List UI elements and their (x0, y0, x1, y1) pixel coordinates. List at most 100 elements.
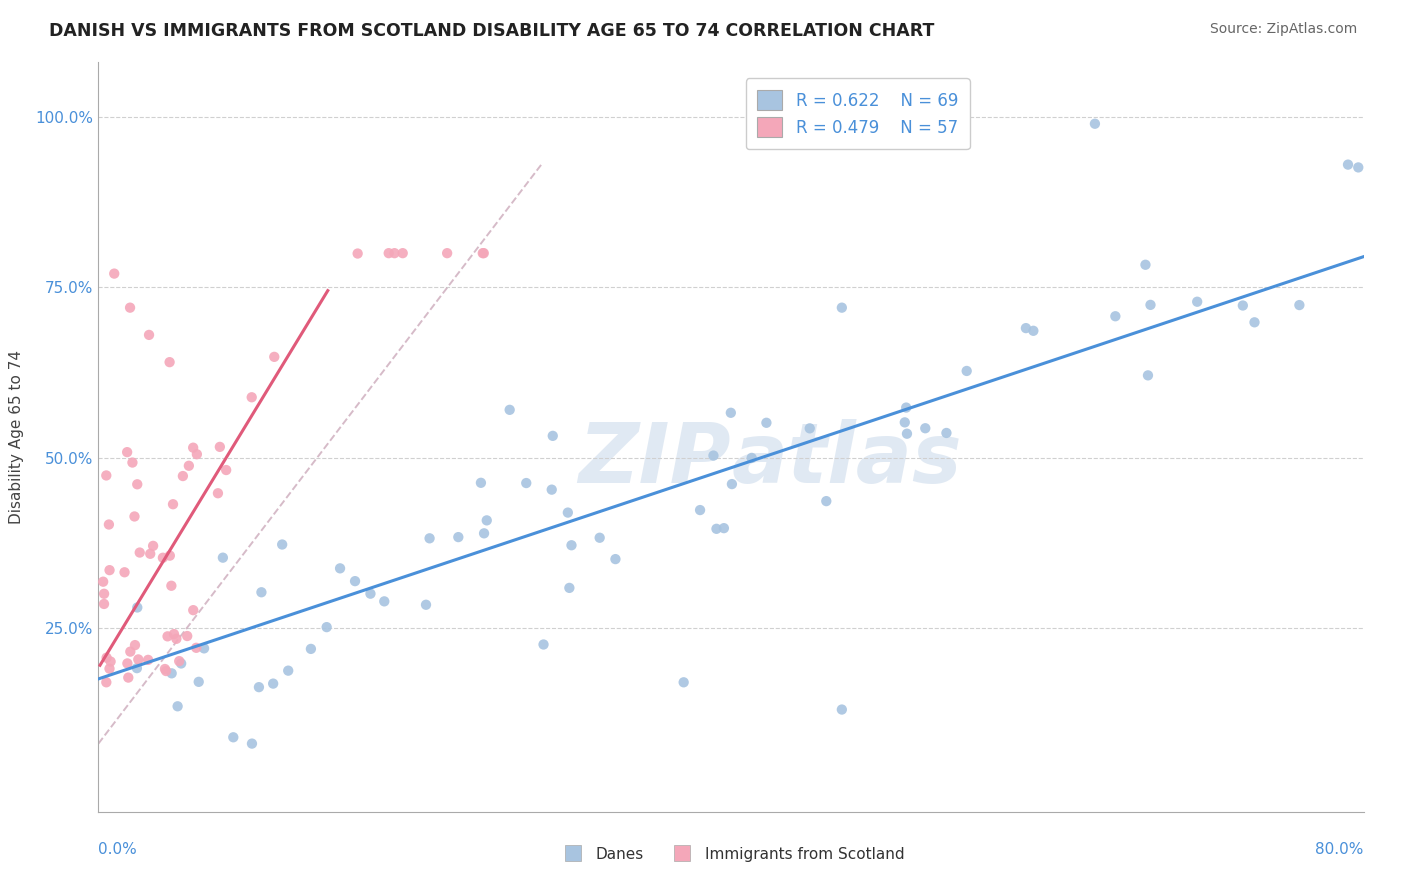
Point (124, 638, 146, 652)
Point (91, 574, 114, 589)
Point (240, 390, 263, 404)
Point (344, 574, 367, 588)
Point (172, 469, 194, 483)
Point (896, 426, 918, 441)
Point (713, 521, 735, 535)
Point (498, 402, 520, 417)
Point (139, 547, 162, 561)
Point (120, 645, 142, 659)
Point (98, 662, 121, 676)
Point (831, 301, 853, 315)
Point (1135, 258, 1157, 272)
Point (706, 522, 728, 536)
Point (138, 327, 160, 342)
Y-axis label: Disability Age 65 to 74: Disability Age 65 to 74 (10, 350, 24, 524)
Text: DANISH VS IMMIGRANTS FROM SCOTLAND DISABILITY AGE 65 TO 74 CORRELATION CHART: DANISH VS IMMIGRANTS FROM SCOTLAND DISAB… (49, 22, 935, 40)
Point (193, 641, 215, 656)
Point (391, 246, 413, 260)
Point (475, 513, 498, 527)
Point (1288, 298, 1310, 312)
Point (121, 456, 143, 470)
Point (250, 585, 273, 599)
Point (419, 531, 441, 545)
Point (247, 680, 270, 694)
Point (1015, 321, 1038, 335)
Point (170, 657, 193, 671)
Point (346, 246, 368, 260)
Point (1104, 310, 1126, 324)
Point (541, 429, 564, 443)
Point (471, 246, 494, 260)
Point (377, 246, 399, 260)
Point (472, 246, 495, 260)
Point (472, 526, 495, 541)
Point (117, 671, 139, 685)
Point (263, 350, 285, 364)
Point (329, 561, 352, 575)
Point (755, 416, 778, 430)
Point (540, 483, 562, 497)
Point (359, 587, 381, 601)
Point (160, 579, 183, 593)
Point (1136, 368, 1159, 383)
Point (167, 654, 190, 668)
Text: 80.0%: 80.0% (1316, 842, 1364, 857)
Point (896, 401, 918, 415)
Point (160, 666, 183, 681)
Point (117, 657, 139, 671)
Text: ZIP: ZIP (578, 419, 731, 500)
Point (187, 674, 209, 689)
Point (533, 638, 555, 652)
Point (1185, 294, 1208, 309)
Point (163, 627, 186, 641)
Point (262, 676, 284, 690)
Point (741, 450, 763, 465)
Point (672, 675, 695, 690)
Point (207, 486, 229, 500)
Point (315, 620, 337, 634)
Point (115, 445, 138, 459)
Point (240, 737, 263, 751)
Point (166, 699, 188, 714)
Point (159, 355, 181, 369)
Point (93, 587, 115, 601)
Point (689, 503, 711, 517)
Point (721, 477, 744, 491)
Point (127, 652, 149, 666)
Point (415, 598, 437, 612)
Point (96, 468, 118, 483)
Point (155, 664, 177, 678)
Point (299, 641, 322, 656)
Point (162, 497, 184, 511)
Point (1022, 324, 1045, 338)
Point (815, 494, 838, 508)
Point (103, 267, 125, 281)
Point (114, 566, 136, 580)
Point (177, 458, 200, 473)
Point (1243, 315, 1265, 329)
Point (558, 581, 581, 595)
Point (97, 517, 120, 532)
Point (914, 421, 936, 435)
Point (436, 246, 458, 260)
Point (956, 364, 979, 378)
Point (127, 477, 149, 491)
Text: 0.0%: 0.0% (98, 842, 138, 857)
Point (720, 406, 742, 420)
Point (176, 629, 198, 643)
Point (212, 550, 235, 565)
Point (605, 552, 627, 566)
Point (208, 440, 231, 454)
Point (447, 530, 470, 544)
Point (557, 506, 579, 520)
Point (186, 640, 208, 655)
Point (186, 447, 208, 461)
Point (98, 563, 121, 577)
Point (128, 545, 150, 559)
Point (96, 675, 118, 690)
Point (120, 301, 141, 315)
Point (165, 632, 187, 646)
Point (470, 475, 492, 490)
Point (384, 246, 406, 260)
Point (153, 662, 176, 676)
